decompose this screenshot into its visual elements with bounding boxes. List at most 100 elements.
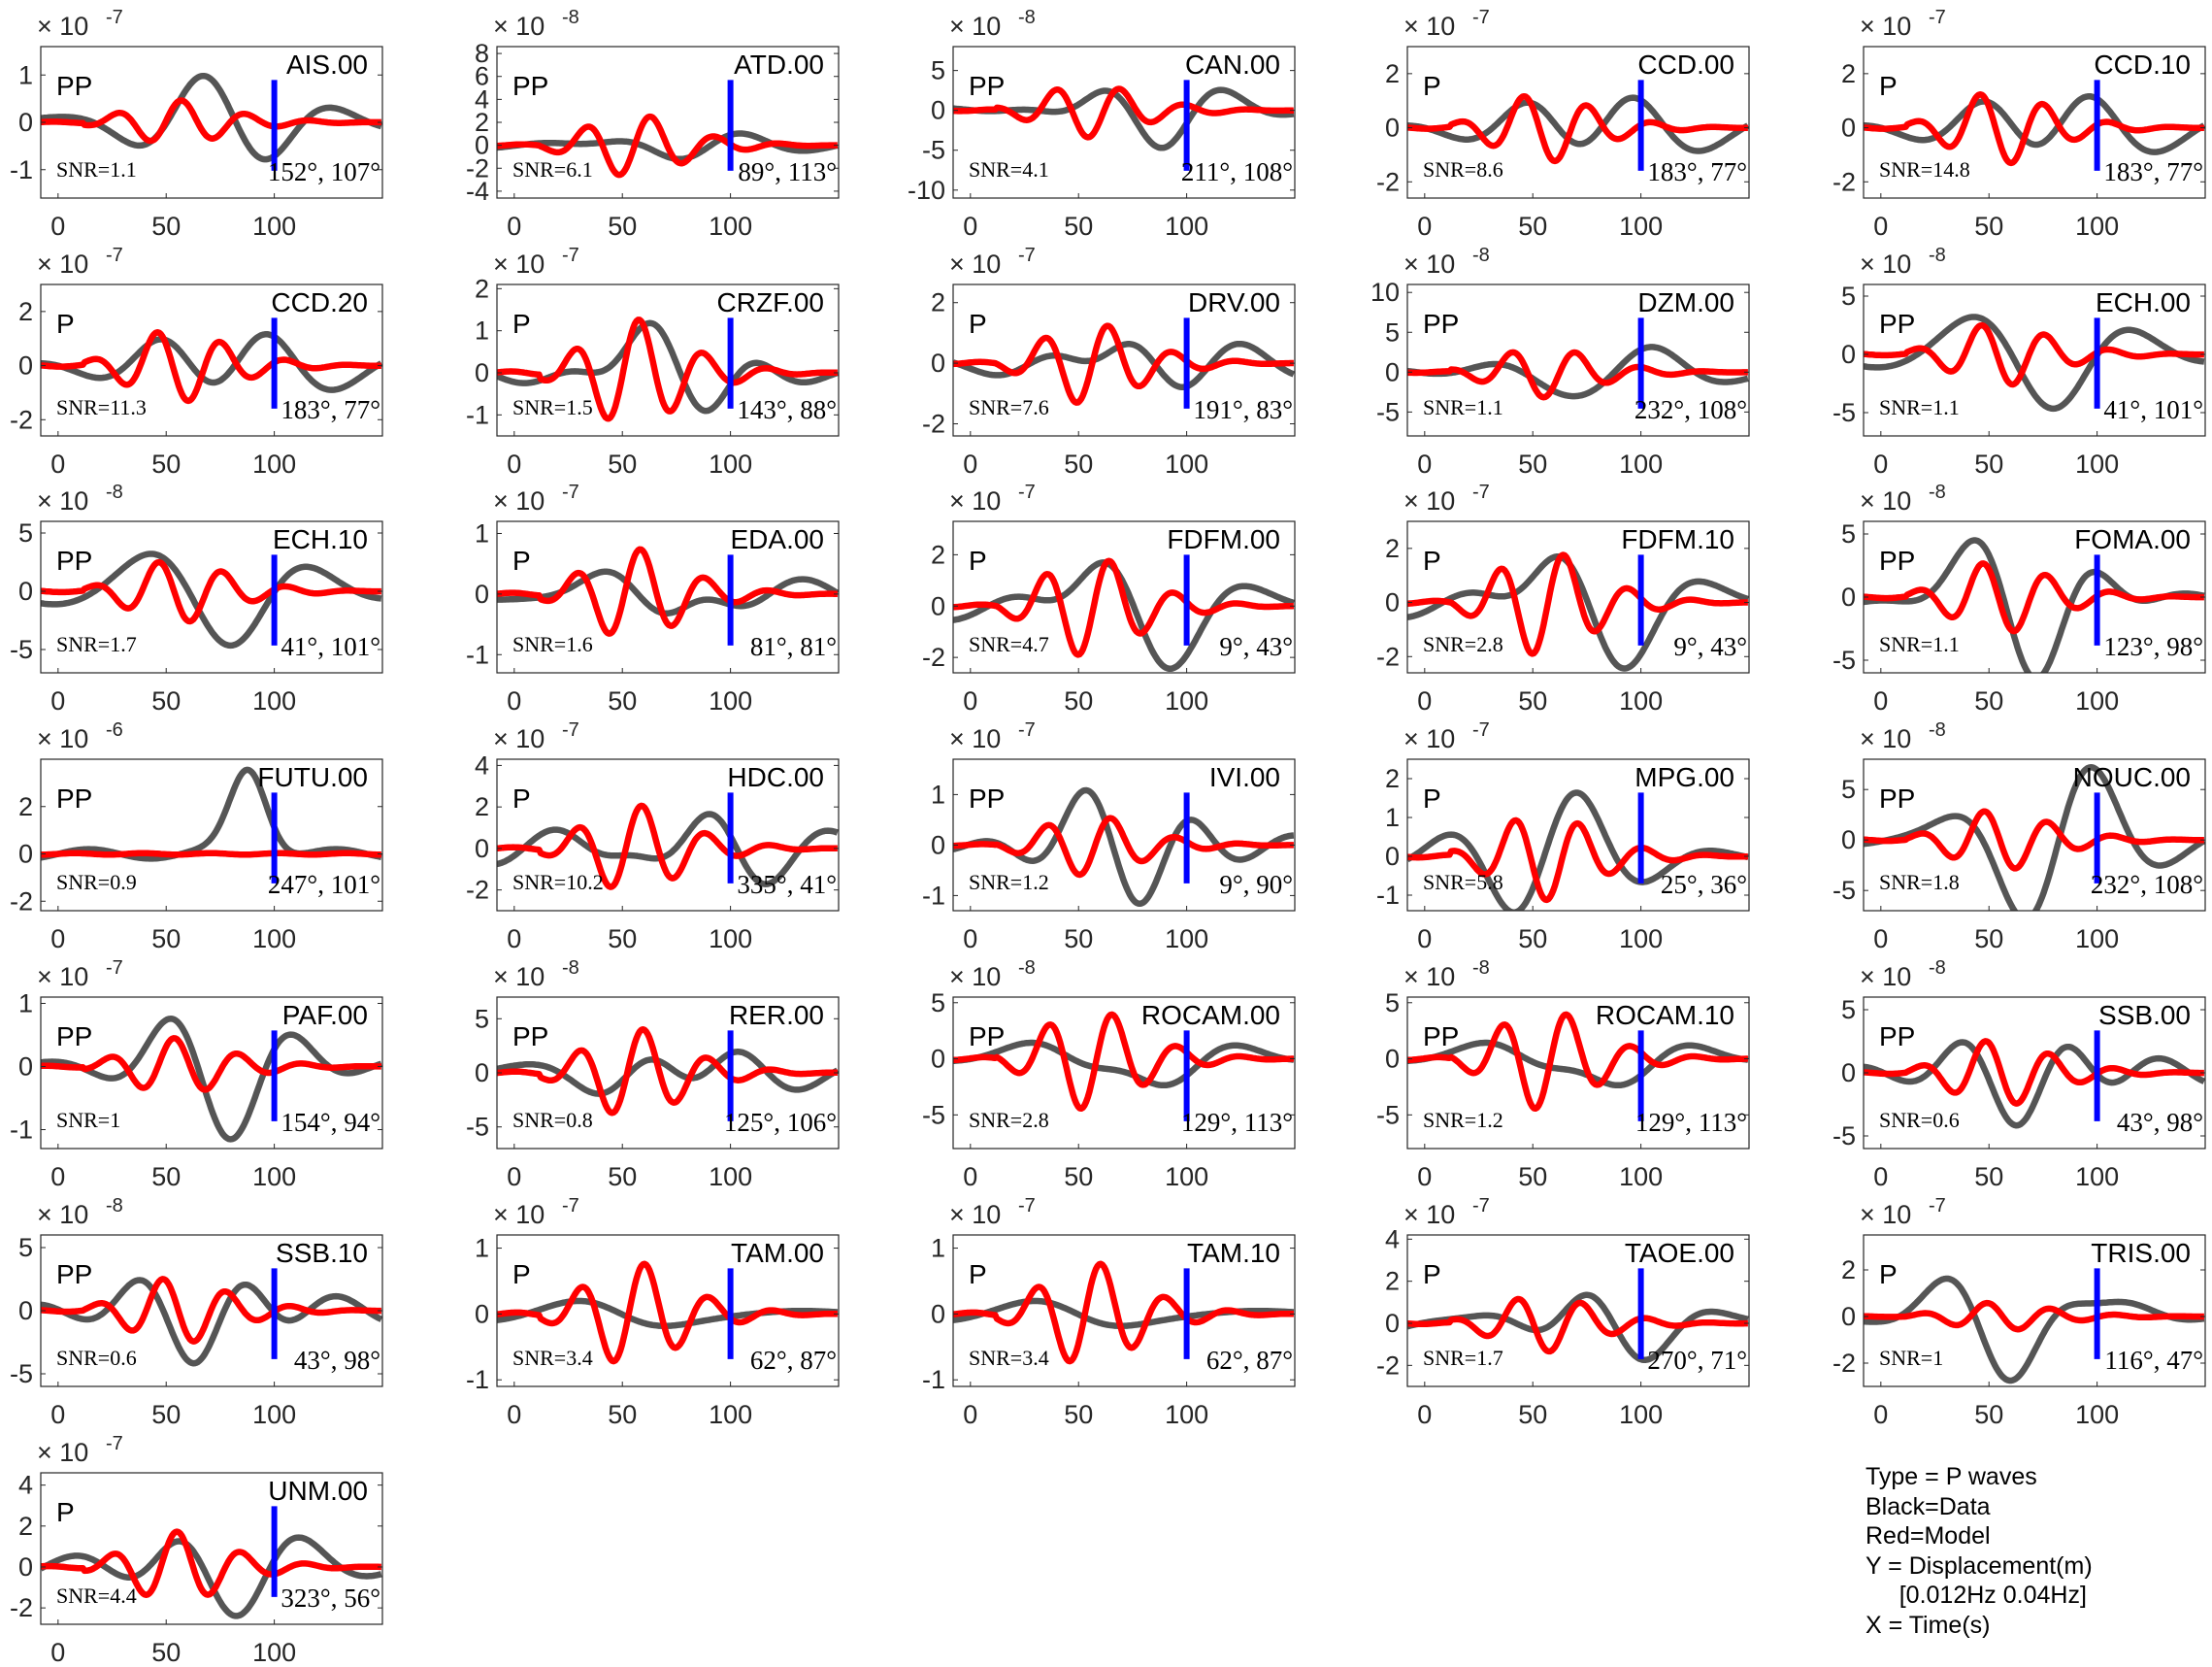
waveform-group [1864, 80, 2205, 171]
x-tick-label: 0 [507, 1400, 521, 1429]
x-tick-label: 50 [608, 1400, 637, 1429]
x-tick-label: 50 [151, 212, 181, 241]
station-label: PAF.00 [282, 1000, 368, 1030]
x-tick-label: 0 [50, 212, 65, 241]
waveform-group [41, 1016, 382, 1143]
x-tick-label: 100 [1165, 924, 1208, 953]
x-tick-label: 100 [1619, 686, 1663, 716]
x-tick-label: 0 [50, 450, 65, 479]
phase-label: PP [1879, 1021, 1915, 1051]
phase-label: PP [1423, 309, 1459, 339]
waveform-group [497, 792, 839, 890]
x-tick-label: 0 [1417, 924, 1432, 953]
exponent-power: -8 [106, 482, 123, 503]
model-trace [1407, 349, 1749, 401]
x-tick-label: 0 [963, 212, 977, 241]
x-tick-label: 50 [1518, 450, 1547, 479]
x-tick-label: 100 [1165, 450, 1208, 479]
x-tick-label: 100 [2075, 212, 2119, 241]
station-label: ROCAM.10 [1596, 1000, 1734, 1030]
axes-frame [952, 758, 1296, 912]
exponent-power: -8 [1472, 957, 1490, 979]
x-tick-label: 100 [1619, 212, 1663, 241]
y-tick-label: 0 [1385, 1309, 1400, 1338]
y-tick-label: 1 [475, 518, 489, 548]
data-trace [1407, 553, 1749, 672]
x-tick-label: 100 [709, 1162, 752, 1191]
model-trace [1864, 321, 2205, 388]
y-tick-label: 4 [475, 750, 489, 780]
exponent-power: -7 [1472, 7, 1490, 28]
y-tick-label: 0 [1385, 357, 1400, 386]
legend-y-text: Y = Displacement(m) [1865, 1551, 2093, 1580]
x-tick-label: 50 [608, 450, 637, 479]
station-label: CCD.10 [2094, 50, 2191, 80]
y-tick-label: 1 [931, 1234, 945, 1263]
x-tick-label: 0 [50, 924, 65, 953]
station-label: MPG.00 [1634, 762, 1734, 792]
exponent-base: × 10 [949, 12, 1001, 41]
snr-label: SNR=0.9 [56, 870, 137, 894]
y-tick-label: 0 [931, 1299, 945, 1328]
y-tick-label: 2 [1385, 764, 1400, 793]
data-trace [41, 1277, 382, 1367]
x-tick-label: 100 [1165, 1400, 1208, 1429]
y-tick-label: -1 [1376, 881, 1400, 910]
y-tick-label: 1 [931, 780, 945, 809]
angles-label: 232°, 108° [2091, 870, 2203, 899]
station-label: FOMA.00 [2074, 524, 2191, 554]
phase-label: P [1423, 1259, 1441, 1289]
angles-label: 43°, 98° [2117, 1108, 2203, 1137]
y-tick-label: 0 [475, 131, 489, 160]
axes-frame [1406, 283, 1750, 437]
x-tick-label: 0 [1873, 924, 1888, 953]
panel-ccd-10: -2 0 2 0 50 100 × 10 -7 P CCD.10 SNR=14.8 183°, 77° [1832, 7, 2206, 241]
exponent-base: × 10 [1403, 1200, 1455, 1229]
y-tick-label: -5 [10, 1359, 33, 1388]
x-tick-label: 100 [1619, 1162, 1663, 1191]
y-tick-label: -1 [10, 1116, 33, 1145]
phase-label: PP [1423, 1021, 1459, 1051]
exponent-base: × 10 [1860, 1200, 1911, 1229]
exponent-base: × 10 [37, 1200, 88, 1229]
exponent-power: -7 [562, 719, 579, 741]
station-label: ECH.10 [273, 524, 368, 554]
x-tick-label: 50 [1974, 686, 2003, 716]
panel-unm-00: -2 0 2 4 0 50 100 × 10 -7 P UNM.00 SNR=4.4 323°, 56° [10, 1433, 383, 1667]
y-tick-label: 2 [1385, 534, 1400, 563]
y-tick-label: -5 [922, 1100, 945, 1129]
exponent-power: -8 [106, 1195, 123, 1217]
y-tick-label: 5 [18, 1233, 33, 1262]
snr-label: SNR=3.4 [969, 1346, 1049, 1370]
y-tick-label: 2 [18, 1512, 33, 1541]
snr-label: SNR=1.5 [512, 395, 593, 419]
angles-label: 335°, 41° [737, 870, 837, 899]
y-tick-label: -2 [466, 876, 489, 905]
y-tick-label: 2 [931, 540, 945, 569]
station-label: HDC.00 [727, 762, 824, 792]
x-tick-label: 100 [709, 1400, 752, 1429]
station-label: FUTU.00 [257, 762, 368, 792]
phase-label: P [512, 309, 531, 339]
y-tick-label: 5 [1841, 519, 1856, 549]
exponent-power: -7 [106, 245, 123, 266]
angles-label: 152°, 107° [268, 157, 380, 186]
snr-label: SNR=4.1 [969, 157, 1049, 182]
data-trace [1407, 94, 1749, 154]
y-tick-label: 2 [1385, 1267, 1400, 1296]
exponent-power: -7 [106, 1433, 123, 1454]
exponent-power: -6 [106, 719, 123, 741]
x-tick-label: 0 [1873, 686, 1888, 716]
waveform-group [41, 72, 382, 171]
angles-label: 247°, 101° [268, 870, 380, 899]
exponent-power: -8 [1929, 957, 1946, 979]
x-tick-label: 0 [50, 1638, 65, 1662]
x-tick-label: 100 [252, 212, 296, 241]
x-tick-label: 100 [709, 686, 752, 716]
panel-drv-00: -2 0 2 0 50 100 × 10 -7 P DRV.00 SNR=7.6 191°, 83° [922, 245, 1296, 479]
station-label: TRIS.00 [2091, 1238, 2191, 1268]
